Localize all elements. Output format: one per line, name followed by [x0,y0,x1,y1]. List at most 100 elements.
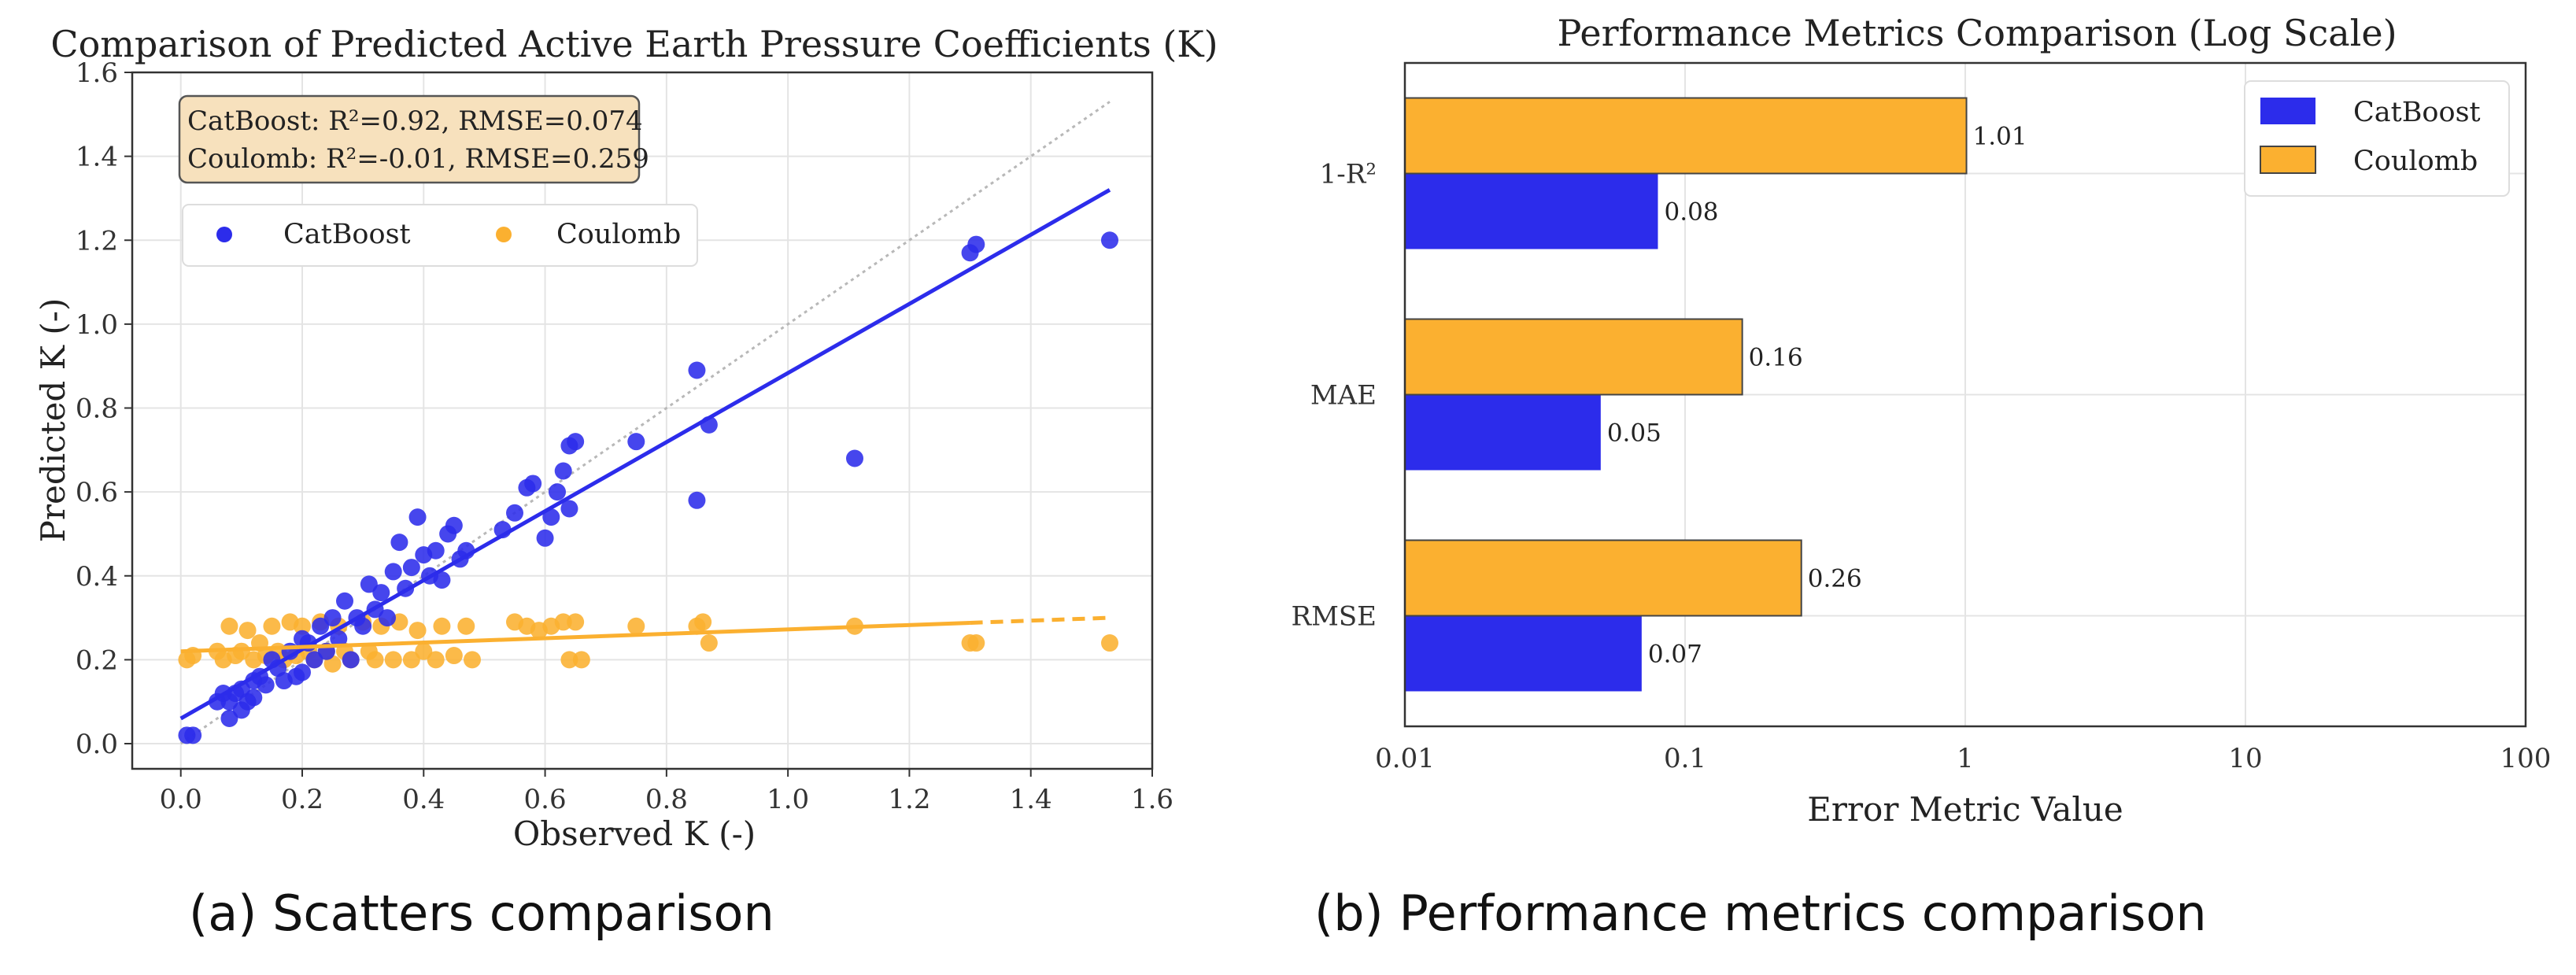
bar-category-label: RMSE [1291,601,1377,633]
bar-x-tick-label: 0.1 [1664,743,1706,774]
scatter-title: Comparison of Predicted Active Earth Pre… [50,23,1218,65]
scatter-y-tick-label: 1.0 [76,309,118,341]
scatter-x-ticks: 0.0 0.2 0.4 0.6 0.8 1.0 1.2 1.4 1.6 [160,769,1173,815]
catboost-point [245,689,263,707]
scatter-y-tick-label: 1.6 [76,57,118,89]
bar-plot-frame [1403,61,2527,728]
coulomb-point [384,651,402,669]
catboost-point [536,529,554,547]
catboost-point [427,541,445,560]
scatter-y-ticks: 0.0 0.2 0.4 0.6 0.8 1.0 1.2 1.4 1.6 [76,57,132,760]
catboost-point [560,500,578,518]
scatter-x-tick-label: 0.8 [645,784,688,815]
catboost-point [688,491,706,509]
scatter-legend-catboost-marker [216,227,232,242]
catboost-point [688,361,706,379]
catboost-point [342,651,360,669]
bar-category-labels: 1-R² MAE RMSE [1291,159,1377,633]
catboost-point [554,462,572,480]
coulomb-point [554,613,572,631]
coulomb-point [232,642,250,660]
coulomb-bar [1404,539,1802,617]
coulomb-point [402,651,420,669]
stats-catboost-text: CatBoost: R²=0.92, RMSE=0.074 [187,105,643,137]
coulomb-bar-value-label: 1.01 [1973,123,2027,151]
coulomb-point [1101,634,1118,652]
scatter-x-tick-label: 0.0 [160,784,202,815]
coulomb-bar-value-label: 0.26 [1808,565,1862,593]
coulomb-point [560,651,578,669]
catboost-point [323,609,342,627]
coulomb-point [238,622,257,640]
catboost-point [402,559,420,577]
coulomb-point [464,651,481,669]
catboost-point [372,584,390,602]
coulomb-point [415,642,433,660]
coulomb-bar [1404,97,1968,175]
catboost-bar [1405,394,1601,471]
coulomb-point [700,634,718,652]
catboost-bar-value-label: 0.05 [1607,419,1661,448]
scatter-y-tick-label: 0.4 [76,561,118,593]
scatter-fit-lines [179,188,1111,721]
coulomb-point [408,622,427,640]
catboost-point [567,433,585,451]
coulomb-point [567,613,585,631]
coulomb-point [366,651,384,669]
scatter-y-tick-label: 0.2 [76,644,118,676]
scatter-plot-frame [131,71,1154,770]
scatter-x-axis-label: Observed K (-) [513,814,756,853]
coulomb-point [967,634,985,652]
caption-b: (b) Performance metrics comparison [1314,885,2207,942]
catboost-point [354,617,372,635]
bar-x-tick-label: 0.01 [1375,743,1435,774]
coulomb-fit-line-extension [970,615,1111,625]
bar-category-label: 1-R² [1320,159,1377,190]
coulomb-point [433,617,451,635]
catboost-fit-line [179,188,1111,721]
scatter-chart: Comparison of Predicted Active Earth Pre… [34,23,1218,853]
catboost-point [1101,231,1118,249]
catboost-point [312,617,330,635]
catboost-point [627,433,645,451]
catboost-point [433,571,451,589]
bar-legend-coulomb-swatch [2260,146,2316,174]
coulomb-point [220,617,238,635]
catboost-point [390,534,408,552]
catboost-point [846,449,863,467]
scatter-legend [182,204,698,267]
metrics-bar-chart: Performance Metrics Comparison (Log Scal… [1291,12,2551,829]
scatter-y-tick-label: 0.6 [76,477,118,508]
bar-x-axis-label: Error Metric Value [1807,790,2123,829]
bar-legend-catboost-label: CatBoost [2353,97,2481,128]
catboost-point [336,592,353,610]
scatter-y-tick-label: 0.0 [76,729,118,760]
coulomb-point [263,617,281,635]
scatter-x-tick-label: 1.4 [1010,784,1052,815]
coulomb-bar-value-label: 0.16 [1749,344,1803,372]
scatter-y-tick-label: 1.2 [76,225,118,257]
scatter-x-tick-label: 1.6 [1131,784,1173,815]
catboost-point [294,663,311,681]
bar-x-tick-label: 1 [1957,743,1974,774]
scatter-x-tick-label: 1.0 [767,784,809,815]
catboost-point [360,575,378,593]
catboost-point [445,516,463,534]
scatter-x-tick-label: 0.6 [524,784,567,815]
bar-legend-coulomb-label: Coulomb [2353,146,2478,177]
caption-a: (a) Scatters comparison [189,885,774,942]
bar-x-tick-label: 100 [2500,743,2552,774]
coulomb-point [694,613,712,631]
bar-x-ticks: 0.01 0.1 1 10 100 [1375,743,2551,774]
scatter-x-tick-label: 1.2 [888,784,930,815]
catboost-point [330,630,348,648]
catboost-bar [1405,173,1658,249]
catboost-bar-value-label: 0.07 [1648,641,1702,669]
scatter-legend-coulomb-label: Coulomb [556,219,681,250]
catboost-point [506,504,523,522]
catboost-bar-value-label: 0.08 [1665,198,1719,227]
catboost-point [257,676,275,694]
catboost-point [408,508,427,526]
catboost-point [379,609,396,627]
coulomb-point [294,617,311,635]
